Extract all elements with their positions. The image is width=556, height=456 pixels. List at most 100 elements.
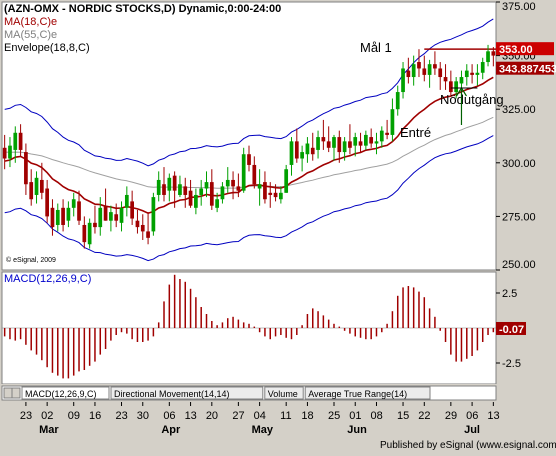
candle-body	[61, 207, 65, 225]
candle-body	[13, 132, 18, 150]
candle-body	[417, 62, 421, 69]
indicator-tab-label: Directional Movement(14,14)	[114, 389, 230, 399]
candle-body	[241, 154, 246, 191]
candle-body	[459, 77, 464, 84]
x-axis-label: 04	[254, 410, 266, 422]
candle-body	[300, 152, 304, 159]
candle-body	[162, 184, 166, 195]
target-annotation: Mål 1	[360, 40, 392, 55]
tab-scroll-left-button[interactable]	[3, 387, 13, 399]
candle-body	[268, 192, 273, 195]
tab-scroll-right-button[interactable]	[11, 387, 21, 399]
x-axis-month-label: Mar	[39, 424, 59, 436]
candle-body	[369, 137, 374, 144]
candle-body	[29, 182, 34, 200]
candle-body	[8, 145, 12, 159]
level-price-tag	[496, 42, 554, 56]
candle-body	[358, 141, 363, 146]
candle-body	[140, 224, 145, 232]
indicator-tab-label: MACD(12,26,9,C)	[25, 389, 97, 399]
price-axis-label: 250.00	[502, 259, 536, 271]
candle-body	[321, 137, 326, 142]
candle-body	[395, 92, 400, 110]
candle-body	[167, 177, 172, 191]
candle-body	[310, 147, 315, 155]
candle-body	[103, 205, 108, 221]
candle-body	[39, 179, 44, 193]
indicator-tab-label: Average True Range(14)	[308, 389, 407, 399]
candle-body	[209, 182, 214, 206]
indicator-tab[interactable]	[110, 386, 264, 400]
x-axis-label: 01	[349, 410, 361, 422]
x-axis-label: 02	[41, 410, 53, 422]
candle-body	[406, 70, 411, 78]
candle-body	[401, 68, 405, 93]
x-axis-label: 25	[328, 410, 340, 422]
candle-body	[427, 64, 432, 75]
candle-body	[464, 70, 469, 78]
indicator-tab[interactable]	[304, 386, 431, 400]
ma18-line	[4, 76, 494, 215]
macd-value-label: -0.07	[499, 324, 524, 336]
candle-body	[316, 137, 320, 150]
x-axis-label: 15	[397, 410, 409, 422]
candle-body	[247, 154, 251, 165]
candle-body	[491, 51, 496, 56]
indicator-tab[interactable]	[21, 386, 110, 400]
x-axis-label: 20	[206, 410, 218, 422]
x-axis-label: 23	[116, 410, 128, 422]
candle-body	[448, 81, 453, 93]
envelope-lower-line	[4, 135, 494, 262]
candle-body	[364, 134, 368, 146]
candle-body	[146, 231, 150, 238]
candle-body	[443, 77, 448, 82]
candle-body	[337, 137, 342, 153]
x-axis-label: 06	[466, 410, 478, 422]
indicator-tab[interactable]	[264, 386, 304, 400]
candle-body	[236, 186, 241, 191]
candle-body	[263, 182, 267, 200]
candle-body	[326, 141, 331, 148]
candle-body	[348, 141, 352, 148]
candle-body	[411, 64, 416, 78]
x-axis-month-label: Jun	[347, 424, 367, 436]
legend-item: MA(18,C)e	[4, 16, 57, 28]
last-price-label: 343.887453	[499, 64, 556, 76]
price-axis-label: 300.00	[502, 158, 536, 170]
candle-body	[294, 141, 299, 159]
x-axis-label: 23	[20, 410, 32, 422]
candle-body	[109, 212, 113, 221]
candle-body	[422, 68, 427, 75]
stop-annotation: Nödutgång	[440, 92, 504, 107]
candle-body	[114, 214, 119, 221]
level-price-label: 353.00	[499, 44, 533, 56]
candle-body	[87, 222, 92, 245]
macd-axis-label: 2.5	[502, 288, 517, 300]
candle-body	[93, 222, 97, 228]
x-axis-month-label: May	[252, 424, 274, 436]
candle-body	[178, 184, 182, 195]
candle-body	[342, 141, 347, 153]
candle-body	[289, 141, 294, 165]
candle-body	[215, 199, 219, 208]
x-axis-label: 08	[370, 410, 382, 422]
candle-body	[257, 184, 262, 189]
candle-body	[199, 188, 204, 195]
candle-body	[119, 207, 124, 223]
x-axis-month-label: Jul	[464, 424, 480, 436]
candle-body	[438, 68, 443, 78]
legend-item: MA(55,C)e	[4, 29, 57, 41]
candle-body	[18, 132, 23, 150]
status-bar	[0, 438, 556, 451]
candle-body	[2, 147, 7, 159]
legend-item: Envelope(18,8,C)	[4, 42, 90, 54]
x-axis-label: 09	[68, 410, 80, 422]
x-axis-label: 27	[232, 410, 244, 422]
candle-body	[273, 192, 278, 198]
publisher-footer: Published by eSignal (www.esignal.com)	[380, 440, 556, 451]
candle-body	[454, 81, 459, 93]
x-axis-label: 13	[185, 410, 197, 422]
macd-title: MACD(12,26,9,C)	[4, 273, 91, 285]
candle-body	[71, 199, 76, 208]
